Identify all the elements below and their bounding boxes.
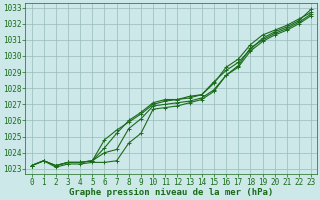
X-axis label: Graphe pression niveau de la mer (hPa): Graphe pression niveau de la mer (hPa) <box>69 188 274 197</box>
